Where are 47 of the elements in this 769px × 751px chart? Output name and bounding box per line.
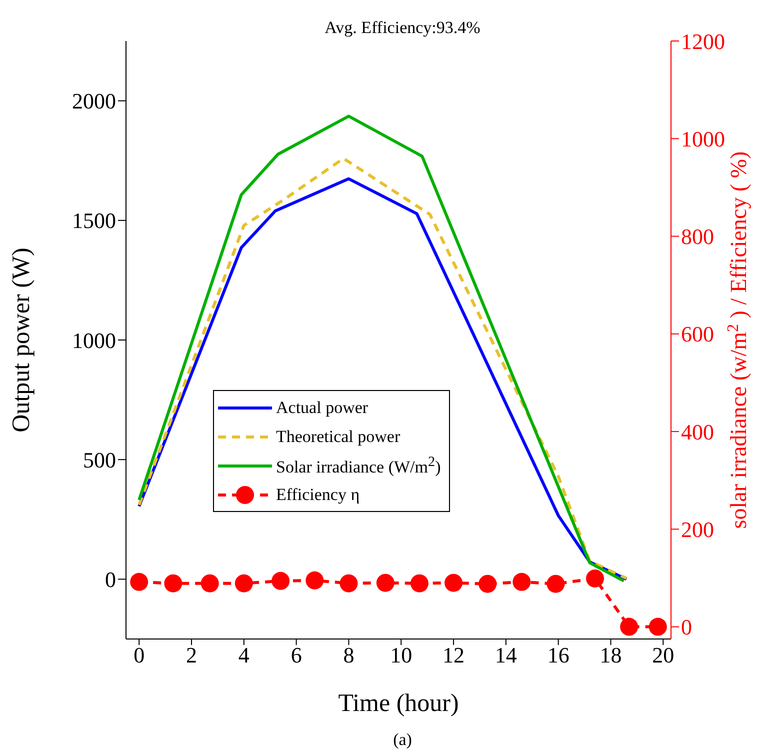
legend-label: Actual power bbox=[276, 398, 368, 418]
point bbox=[306, 571, 324, 590]
y-tick-label: 1000 bbox=[72, 328, 116, 353]
y-axis-title: Output power (W) bbox=[8, 248, 35, 432]
point bbox=[410, 574, 428, 592]
y2-tick-label: 1000 bbox=[681, 126, 725, 152]
legend-label: Efficiency η bbox=[276, 484, 360, 504]
point bbox=[444, 574, 463, 592]
y-tick-label: 2000 bbox=[72, 88, 116, 114]
x-tick-label: 4 bbox=[238, 642, 250, 668]
y2-tick-label: 1200 bbox=[681, 28, 725, 54]
y-tick-label: 0 bbox=[105, 567, 116, 592]
x-tick-label: 12 bbox=[442, 642, 465, 668]
point bbox=[200, 574, 219, 592]
x-axis-title: Time (hour) bbox=[338, 690, 459, 717]
point bbox=[620, 618, 638, 636]
x-tick-label: 14 bbox=[494, 642, 517, 668]
x-tick-label: 10 bbox=[390, 642, 412, 668]
y-tick-label: 500 bbox=[83, 447, 116, 472]
y2-tick-label: 200 bbox=[681, 516, 714, 542]
point bbox=[512, 572, 531, 591]
chart-title: Avg. Efficiency:93.4% bbox=[324, 18, 482, 38]
point bbox=[376, 574, 394, 592]
y-tick-label: 1500 bbox=[72, 208, 116, 234]
point bbox=[234, 574, 253, 592]
y2-tick-label: 800 bbox=[681, 224, 714, 250]
x-tick-label: 20 bbox=[652, 642, 674, 668]
y2-tick-label: 600 bbox=[681, 322, 714, 347]
y2-tick-label: 0 bbox=[681, 614, 692, 640]
x-tick-label: 16 bbox=[547, 642, 570, 668]
x-tick-label: 8 bbox=[343, 642, 354, 668]
x-tick-label: 0 bbox=[134, 642, 145, 668]
legend-label: Theoretical power bbox=[276, 426, 400, 446]
point bbox=[164, 574, 182, 592]
point bbox=[272, 572, 290, 590]
text: (a) bbox=[392, 730, 413, 750]
point bbox=[586, 569, 604, 588]
point bbox=[340, 574, 358, 592]
legend-label: Solar irradiance (W/m$^{2}$) bbox=[276, 454, 441, 478]
x-tick-label: 2 bbox=[186, 642, 198, 668]
point bbox=[546, 574, 565, 593]
x-tick-label: 6 bbox=[290, 642, 302, 668]
point bbox=[478, 574, 497, 593]
point bbox=[130, 572, 148, 591]
point bbox=[648, 618, 667, 636]
y2-tick-label: 400 bbox=[681, 419, 714, 444]
x-tick-label: 18 bbox=[600, 642, 622, 668]
